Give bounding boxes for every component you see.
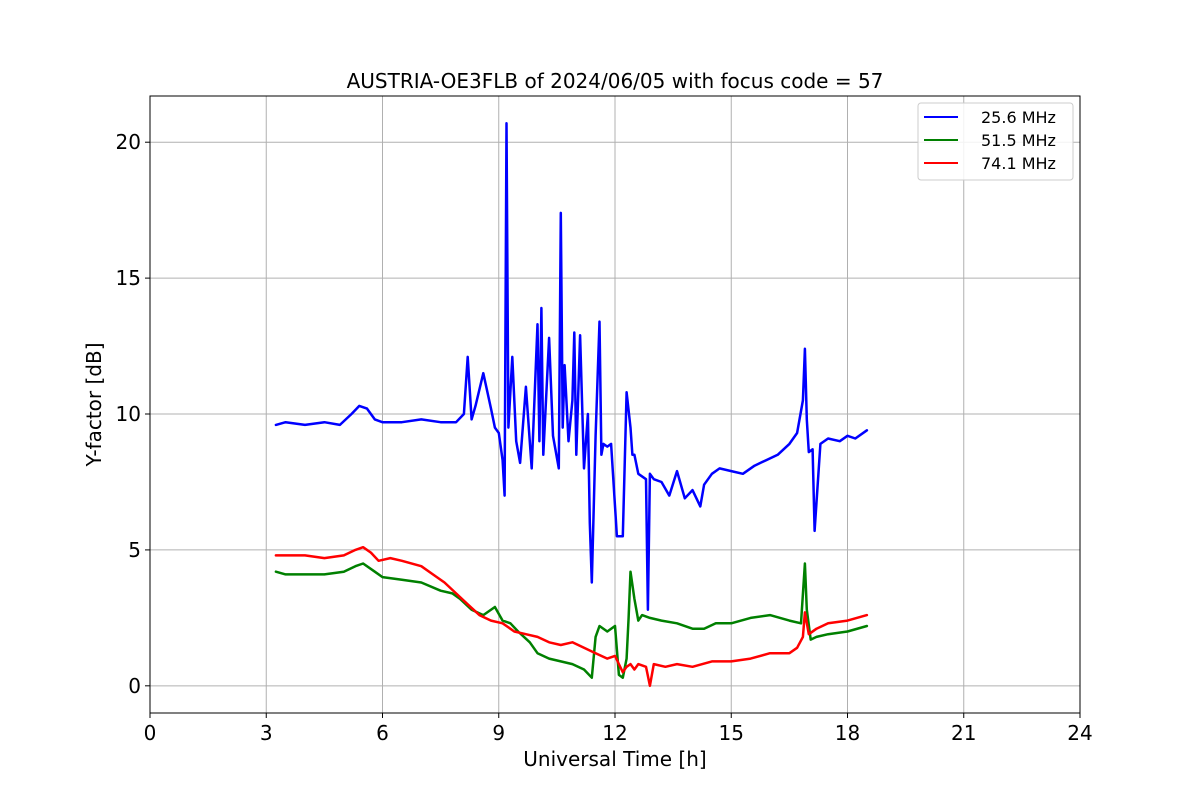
y-tick-label: 15 [116, 266, 141, 290]
legend-label: 51.5 MHz [981, 131, 1056, 150]
x-axis-label: Universal Time [h] [523, 747, 706, 771]
y-tick-label: 0 [128, 674, 141, 698]
y-tick-label: 5 [128, 538, 141, 562]
grid [149, 96, 1081, 713]
chart-title: AUSTRIA-OE3FLB of 2024/06/05 with focus … [347, 69, 884, 93]
x-tick-label: 15 [719, 721, 744, 745]
legend-label: 74.1 MHz [981, 154, 1056, 173]
legend-box [917, 102, 1074, 181]
x-tick-label: 18 [835, 721, 860, 745]
legend-label: 25.6 MHz [981, 108, 1056, 127]
x-tick-label: 24 [1067, 721, 1092, 745]
y-axis-label: Y-factor [dB] [82, 342, 106, 467]
series-line-25-6-mhz [274, 121, 869, 611]
x-tick-label: 0 [144, 721, 157, 745]
x-axis: 0 3 6 9 12 15 18 21 24 [144, 713, 1093, 745]
y-axis: 0 5 10 15 20 [116, 130, 150, 698]
x-tick-label: 9 [492, 721, 505, 745]
y-tick-label: 10 [116, 402, 141, 426]
series-group [274, 121, 869, 688]
legend: 25.6 MHz 51.5 MHz 74.1 MHz [917, 102, 1074, 181]
series-line-74-1-mhz [274, 545, 869, 688]
x-tick-label: 6 [376, 721, 389, 745]
x-tick-label: 12 [602, 721, 627, 745]
x-tick-label: 3 [260, 721, 273, 745]
y-tick-label: 20 [116, 130, 141, 154]
series-line-51-5-mhz [274, 562, 869, 679]
x-tick-label: 21 [951, 721, 976, 745]
